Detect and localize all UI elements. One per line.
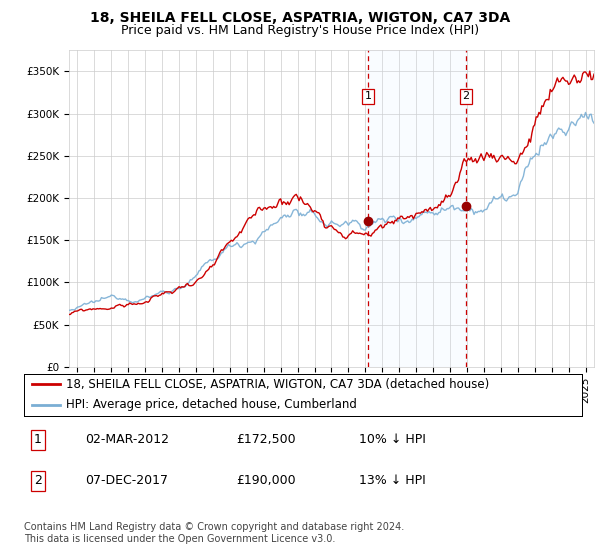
Text: 18, SHEILA FELL CLOSE, ASPATRIA, WIGTON, CA7 3DA (detached house): 18, SHEILA FELL CLOSE, ASPATRIA, WIGTON,… [66,378,489,391]
Text: Price paid vs. HM Land Registry's House Price Index (HPI): Price paid vs. HM Land Registry's House … [121,24,479,37]
Text: 18, SHEILA FELL CLOSE, ASPATRIA, WIGTON, CA7 3DA: 18, SHEILA FELL CLOSE, ASPATRIA, WIGTON,… [90,11,510,25]
Text: 1: 1 [365,91,372,101]
Text: 2: 2 [462,91,469,101]
Text: 13% ↓ HPI: 13% ↓ HPI [359,474,425,487]
Text: £172,500: £172,500 [236,433,296,446]
Text: 2: 2 [34,474,42,487]
Text: Contains HM Land Registry data © Crown copyright and database right 2024.
This d: Contains HM Land Registry data © Crown c… [24,522,404,544]
Text: 07-DEC-2017: 07-DEC-2017 [85,474,169,487]
Text: 02-MAR-2012: 02-MAR-2012 [85,433,169,446]
Text: HPI: Average price, detached house, Cumberland: HPI: Average price, detached house, Cumb… [66,398,357,411]
Text: 10% ↓ HPI: 10% ↓ HPI [359,433,425,446]
Text: £190,000: £190,000 [236,474,296,487]
Bar [368,50,466,367]
Text: 1: 1 [34,433,42,446]
